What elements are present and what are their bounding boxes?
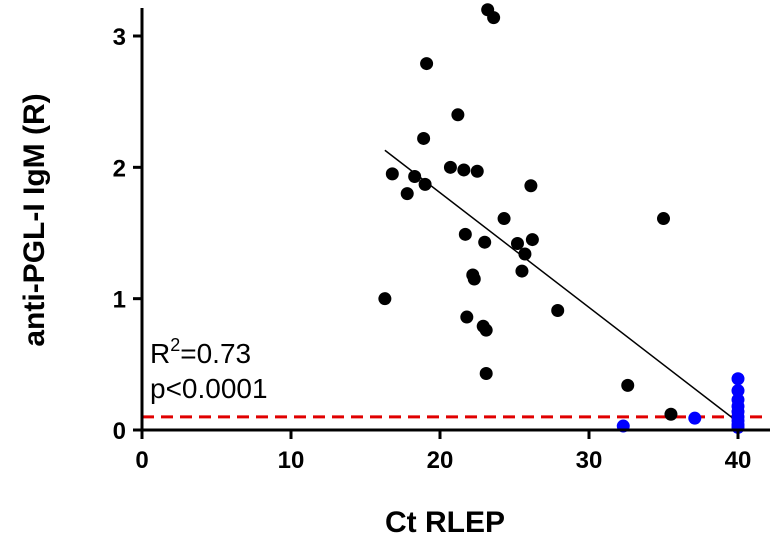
data-point [460, 310, 474, 324]
y-tick-label: 3 [113, 24, 126, 51]
data-point [478, 235, 492, 249]
data-point [664, 407, 678, 421]
data-point [385, 167, 399, 181]
data-point [688, 411, 702, 425]
data-point [479, 323, 493, 337]
y-tick-label: 0 [113, 418, 126, 445]
data-point [417, 131, 431, 145]
regression-layer [384, 149, 739, 423]
data-point [525, 233, 539, 247]
x-tick-label: 0 [135, 447, 148, 474]
points-layer [378, 3, 745, 434]
data-point [621, 378, 635, 392]
x-axis-title: Ct RLEP [385, 506, 505, 539]
data-point [518, 247, 532, 261]
y-tick-label: 2 [113, 155, 126, 182]
r-squared-base: R [150, 338, 170, 369]
data-point [451, 108, 465, 122]
r-squared-annotation: R2=0.73 [150, 335, 251, 369]
data-point [524, 179, 538, 193]
data-point [458, 227, 472, 241]
data-point [457, 163, 471, 177]
x-tick-label: 30 [576, 447, 603, 474]
data-point [657, 212, 670, 226]
data-point [470, 164, 484, 178]
data-point [443, 160, 457, 174]
r-squared-exponent: 2 [170, 335, 180, 355]
x-tick-label: 20 [427, 447, 454, 474]
data-point [510, 237, 524, 251]
data-point [467, 272, 481, 286]
x-tick-label: 10 [278, 447, 305, 474]
data-point [515, 264, 529, 278]
y-tick-label: 1 [113, 287, 126, 314]
data-point [731, 372, 745, 386]
data-point [400, 187, 414, 201]
p-value-annotation: p<0.0001 [150, 373, 268, 404]
data-point [497, 212, 511, 226]
data-point [420, 57, 434, 71]
data-point [378, 292, 392, 306]
data-point [551, 303, 565, 317]
y-axis-title: anti-PGL-I IgM (R) [18, 93, 51, 346]
data-point [418, 177, 432, 191]
x-tick-label: 40 [725, 447, 752, 474]
data-point [487, 11, 501, 25]
r-squared-value: =0.73 [180, 338, 251, 369]
data-point [731, 384, 745, 398]
data-point [479, 367, 493, 381]
regression-line [384, 149, 739, 423]
data-point [408, 170, 422, 184]
axes-layer: 0 10 20 30 40 0 1 2 3 [113, 8, 770, 474]
